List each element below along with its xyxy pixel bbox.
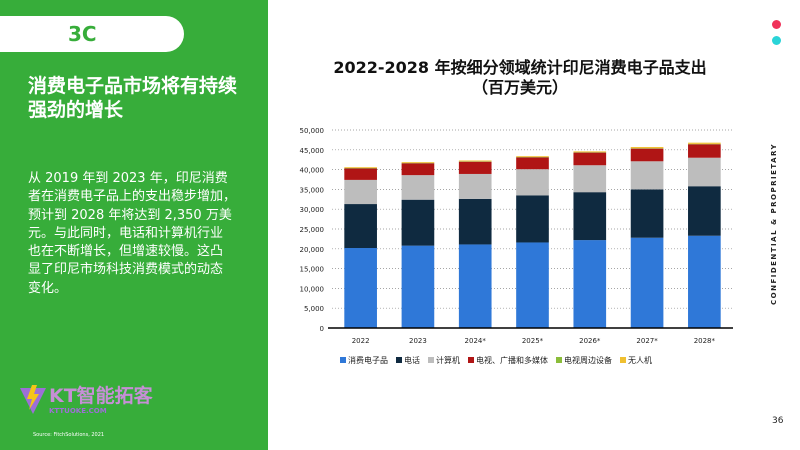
bar-segment	[573, 165, 607, 193]
sidebar-panel: 3C 消费电子品市场将有持续强劲的增长 从 2019 年到 2023 年，印尼消…	[0, 0, 268, 450]
body-line: 元。与此同时，电话和计算机行业	[28, 225, 224, 241]
bar-segment	[688, 235, 721, 328]
legend-item: 电视周边设备	[556, 355, 612, 366]
bar-segment	[458, 173, 492, 199]
legend-label: 电话	[404, 356, 420, 365]
bar-segment	[573, 151, 607, 153]
body-line: 者在消费电子品上的支出稳步增加，	[28, 189, 237, 205]
bar-segment	[344, 167, 377, 169]
bar-segment	[344, 168, 377, 180]
body-text: 从 2019 年到 2023 年，印尼消费 者在消费电子品上的支出稳步增加， 预…	[28, 170, 236, 298]
bar-segment	[401, 175, 435, 200]
x-tick-label: 2027*	[636, 337, 658, 345]
x-tick-label: 2028*	[694, 337, 716, 345]
legend-label: 消费电子品	[348, 356, 388, 365]
bar-segment	[458, 198, 492, 245]
body-line: 变化。	[28, 280, 68, 296]
bar-segment	[401, 163, 435, 176]
legend-item: 消费电子品	[340, 355, 388, 366]
bar-segment	[688, 144, 721, 158]
bar-segment	[458, 160, 492, 162]
x-tick-label: 2023	[409, 337, 427, 345]
bar-segment	[630, 161, 664, 190]
bar-segment	[516, 157, 549, 170]
y-tick-label: 40,000	[300, 167, 325, 175]
bar-segment	[344, 179, 377, 205]
legend-item: 电话	[396, 355, 420, 366]
x-tick-label: 2024*	[465, 337, 487, 345]
bar-segment	[516, 242, 549, 328]
legend-label: 电视、广播和多媒体	[476, 356, 548, 365]
y-tick-label: 35,000	[300, 186, 325, 194]
y-tick-label: 10,000	[300, 285, 325, 293]
bar-segment	[573, 152, 607, 166]
body-line: 显了印尼市场科技消费模式的动态	[28, 262, 224, 278]
bar-segment	[344, 248, 377, 328]
lightning-logo-icon	[20, 385, 46, 414]
bar-segment	[401, 199, 435, 246]
legend-swatch	[468, 357, 474, 363]
legend-swatch	[556, 357, 562, 363]
bar-segment	[630, 147, 664, 149]
bar-segment	[458, 244, 492, 328]
x-tick-label: 2022	[352, 337, 370, 345]
legend-label: 电视周边设备	[564, 356, 612, 365]
body-line: 预计到 2028 年将达到 2,350 万美	[28, 207, 232, 223]
y-tick-label: 30,000	[300, 206, 325, 214]
y-tick-label: 15,000	[300, 266, 325, 274]
bar-segment	[516, 169, 549, 196]
bar-segment	[573, 192, 607, 241]
legend-swatch	[428, 357, 434, 363]
legend-label: 计算机	[436, 356, 460, 365]
bar-segment	[458, 161, 492, 174]
y-tick-label: 25,000	[300, 226, 325, 234]
y-tick-label: 5,000	[304, 305, 324, 313]
legend-item: 无人机	[620, 355, 652, 366]
logo-subtext: KTTUOKE.COM	[49, 407, 107, 415]
y-tick-label: 45,000	[300, 147, 325, 155]
bar-segment	[401, 162, 435, 163]
body-line: 也在不断增长，但增速较慢。这凸	[28, 244, 224, 260]
chart-legend: 消费电子品 电话 计算机 电视、广播和多媒体 电视周边设备 无人机	[340, 355, 652, 366]
bar-segment	[401, 245, 435, 328]
x-tick-label: 2026*	[579, 337, 601, 345]
legend-swatch	[620, 357, 626, 363]
legend-item: 计算机	[428, 355, 460, 366]
bar-segment	[688, 142, 721, 144]
y-tick-label: 20,000	[300, 246, 325, 254]
logo-text: KT智能拓客	[49, 385, 153, 407]
legend-swatch	[340, 357, 346, 363]
cyan-dot-icon	[772, 36, 781, 45]
y-tick-label: 0	[320, 325, 324, 333]
bar-segment	[688, 186, 721, 236]
bar-segment	[688, 157, 721, 187]
page-number: 36	[772, 416, 784, 426]
logo: KT智能拓客 KTTUOKE.COM	[20, 385, 153, 415]
headline: 消费电子品市场将有持续强劲的增长	[28, 75, 238, 121]
bar-segment	[516, 156, 549, 157]
section-tag: 3C	[0, 16, 184, 52]
bar-segment	[630, 237, 664, 328]
chart-title: 2022-2028 年按细分领域统计印尼消费电子品支出 （百万美元）	[300, 58, 740, 98]
legend-label: 无人机	[628, 356, 652, 365]
y-tick-label: 50,000	[300, 127, 325, 135]
bar-segment	[630, 148, 664, 162]
source-note: Source: FitchSolutions, 2021	[33, 432, 105, 438]
bar-segment	[630, 189, 664, 238]
body-line: 从 2019 年到 2023 年，印尼消费	[28, 171, 228, 186]
chart-title-line1: 2022-2028 年按细分领域统计印尼消费电子品支出	[333, 58, 707, 77]
pink-dot-icon	[772, 20, 781, 29]
bar-segment	[573, 240, 607, 328]
legend-swatch	[396, 357, 402, 363]
bar-segment	[344, 204, 377, 249]
legend-item: 电视、广播和多媒体	[468, 355, 548, 366]
x-tick-label: 2025*	[522, 337, 544, 345]
bar-segment	[516, 195, 549, 243]
chart-title-line2: （百万美元）	[471, 78, 568, 97]
